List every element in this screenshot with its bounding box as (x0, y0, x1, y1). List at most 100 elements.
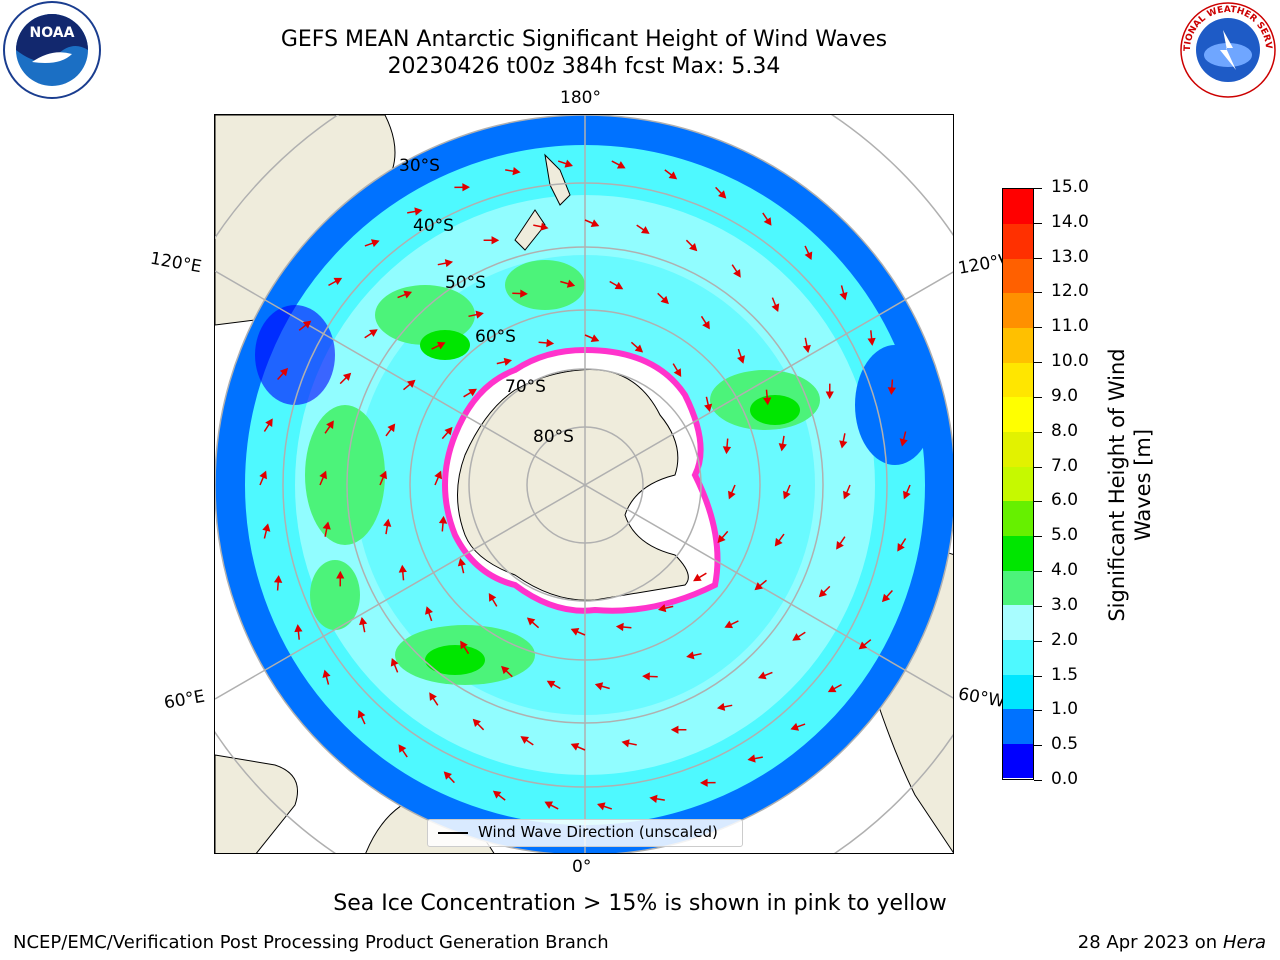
lat-label-30s: 30°S (399, 156, 440, 176)
colorbar-tick-label: 4.0 (1051, 560, 1079, 581)
wave-arrow-head (520, 289, 528, 298)
wave-arrow-head (778, 443, 787, 452)
lat-label-70s: 70°S (505, 377, 546, 397)
lon-label-60w: 60°W (956, 684, 1005, 712)
wave-arrow-head (259, 470, 267, 480)
wave-arrow-head (802, 344, 811, 354)
wave-arrow-head (792, 633, 801, 641)
wave-arrow-head (370, 239, 380, 248)
wave-arrow-head (843, 490, 851, 500)
wave-arrow-head (429, 692, 437, 701)
colorbar-tick-label: 2.0 (1051, 629, 1079, 650)
legend-label: Wind Wave Direction (unscaled) (478, 823, 718, 841)
wave-arrow-head (265, 418, 273, 428)
lon-label-120w: 120°W (956, 251, 1005, 279)
wave-arrow-head (722, 446, 732, 455)
wave-arrow-head (570, 743, 580, 751)
wave-arrow-head (436, 341, 446, 350)
polar-map-svg: 30°S 40°S 50°S 60°S 70°S 80°S (215, 115, 953, 853)
wave-arrow-head (425, 606, 433, 615)
wave-arrow-head (594, 682, 604, 691)
wave-arrows (259, 159, 911, 811)
wave-arrow-head (660, 295, 669, 305)
wave-arrow-head (700, 778, 708, 787)
colorbar-title: Significant Height of Wind Waves [m] (1104, 348, 1156, 621)
wave-arrow-head (326, 420, 334, 430)
wave-arrow-head (444, 259, 454, 268)
wave-arrow-head (783, 490, 791, 500)
wave-arrow-head (322, 521, 331, 530)
colorbar-tick-label: 9.0 (1051, 385, 1079, 406)
wave-arrow-head (590, 334, 600, 342)
wave-arrow-head (492, 790, 502, 799)
wave-arrow-head (642, 672, 650, 681)
wave-arrow-head (827, 684, 837, 693)
wave-arrow-head (717, 534, 726, 544)
footer-host: Hera (1222, 932, 1266, 953)
wave-arrow-head (444, 426, 453, 436)
wave-arrow-head (804, 251, 813, 261)
colorbar-segment (1003, 396, 1033, 433)
wave-arrow-head (728, 490, 736, 500)
colorbar-tick-mark (1034, 710, 1042, 712)
wave-arrow-head (757, 671, 767, 680)
wave-arrow-head (686, 651, 695, 660)
colorbar-segment (1003, 362, 1033, 398)
wave-arrow-head (867, 337, 876, 346)
wave-arrow-head (564, 159, 573, 168)
colorbar-tick-mark (1034, 780, 1042, 781)
wave-arrow-head (434, 470, 442, 480)
wave-arrow-head (462, 183, 470, 192)
chart-title: GEFS MEAN Antarctic Significant Height o… (280, 27, 888, 52)
footer-org: NCEP/EMC/Verification Post Processing Pr… (13, 932, 609, 953)
colorbar-title-line1: Significant Height of Wind (1105, 348, 1129, 622)
lat-label-50s: 50°S (445, 273, 486, 293)
wave-arrow-head (512, 167, 521, 176)
legend-line-swatch (438, 832, 468, 834)
wave-arrow-head (771, 303, 780, 313)
wave-arrow-head (737, 355, 745, 364)
wave-arrow-head (501, 665, 510, 675)
wave-arrow-head (520, 736, 530, 744)
colorbar-tick-mark (1034, 501, 1042, 503)
colorbar-tick-mark (1034, 431, 1042, 433)
land-africa (215, 754, 298, 853)
wave-arrow-head (649, 794, 658, 803)
wave-arrow-head (443, 771, 452, 780)
wave-arrow-head (546, 680, 556, 689)
wave-arrow-head (322, 669, 331, 678)
wave-arrow-head (747, 754, 756, 763)
colorbar-segment (1003, 674, 1033, 710)
colorbar-tick-mark (1034, 292, 1042, 294)
nws-logo: NATIONAL WEATHER SERVICE (1174, 0, 1278, 100)
wave-arrow-head (398, 564, 407, 573)
graticule (215, 115, 953, 853)
colorbar-segment (1003, 189, 1033, 225)
wave-arrow-head (668, 171, 678, 180)
svg-text:NOAA: NOAA (30, 25, 75, 41)
lon-label-60e: 60°E (162, 686, 207, 714)
wave-arrow-head (790, 722, 800, 731)
wave-arrow-head (262, 523, 271, 532)
colorbar-tick-label: 7.0 (1051, 455, 1079, 476)
colorbar-tick-mark (1034, 222, 1042, 224)
wave-arrow-head (279, 367, 289, 377)
colorbar-tick-mark (1034, 571, 1042, 573)
wave-arrow-head (570, 628, 580, 636)
wave-arrow-head (689, 242, 698, 252)
wave-arrow-head (475, 310, 484, 319)
wave-arrow-head (359, 616, 368, 626)
footer-date: 28 Apr 2023 on Hera (1078, 932, 1266, 953)
colorbar-tick-mark (1034, 396, 1042, 398)
colorbar-segment (1003, 535, 1033, 571)
wave-arrow-head (702, 320, 710, 330)
colorbar-tick-mark (1034, 536, 1042, 538)
wave-arrow-head (615, 622, 624, 632)
wave-arrow-head (881, 593, 891, 603)
polar-map: 30°S 40°S 50°S 60°S 70°S 80°S (214, 114, 954, 854)
wave-arrow-head (693, 573, 702, 582)
wave-arrow-head (716, 702, 726, 711)
wave-arrow-head (414, 207, 423, 216)
wave-arrow-head (616, 161, 626, 169)
wave-arrow-head (302, 320, 312, 329)
